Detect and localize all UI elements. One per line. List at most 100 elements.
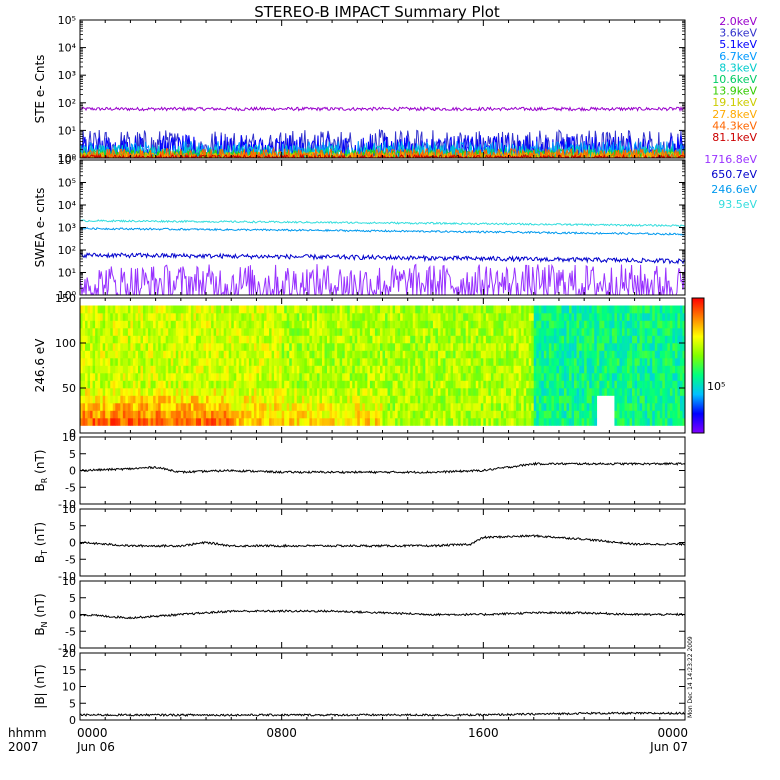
heatmap-cell — [594, 418, 598, 426]
heatmap-cell — [387, 380, 391, 389]
heatmap-cell — [122, 305, 126, 314]
heatmap-cell — [448, 365, 451, 374]
heatmap-cell — [261, 313, 265, 321]
heatmap-cell — [639, 380, 643, 389]
heatmap-cell — [558, 313, 562, 321]
heatmap-cell — [158, 418, 161, 426]
heatmap-cell — [178, 320, 182, 329]
heatmap-cell — [679, 320, 683, 329]
heatmap-cell — [473, 410, 477, 419]
heatmap-cell — [334, 395, 338, 404]
heatmap-cell — [659, 305, 663, 314]
heatmap-cell — [248, 395, 252, 404]
heatmap-cell — [682, 418, 686, 426]
heatmap-cell — [579, 365, 582, 374]
heatmap-cell — [455, 343, 459, 351]
heatmap-cell — [558, 335, 562, 344]
heatmap-cell — [425, 313, 429, 321]
heatmap-cell — [140, 395, 144, 404]
heatmap-cell — [538, 418, 542, 426]
heatmap-cell — [143, 335, 146, 344]
heatmap-cell — [417, 305, 421, 314]
heatmap-cell — [329, 403, 333, 411]
heatmap-cell — [226, 320, 230, 329]
heatmap-cell — [379, 395, 383, 404]
heatmap-cell — [352, 358, 356, 366]
heatmap-cell — [246, 358, 250, 366]
heatmap-cell — [571, 320, 575, 329]
heatmap-cell — [276, 410, 280, 419]
heatmap-cell — [619, 410, 623, 419]
heatmap-cell — [498, 380, 502, 389]
heatmap-cell — [422, 343, 426, 351]
heatmap-cell — [216, 350, 219, 359]
heatmap-cell — [246, 388, 250, 396]
heatmap-cell — [291, 350, 295, 359]
heatmap-cell — [584, 313, 587, 321]
heatmap-cell — [286, 335, 290, 344]
heatmap-cell — [679, 418, 683, 426]
heatmap-cell — [190, 335, 194, 344]
heatmap-cell — [213, 313, 217, 321]
heatmap-cell — [364, 395, 368, 404]
heatmap-cell — [390, 403, 393, 411]
heatmap-cell — [201, 358, 204, 366]
heatmap-cell — [163, 365, 167, 374]
heatmap-cell — [410, 418, 414, 426]
heatmap-cell — [82, 403, 86, 411]
heatmap-cell — [183, 343, 187, 351]
heatmap-cell — [654, 410, 658, 419]
heatmap-cell — [150, 380, 154, 389]
heatmap-cell — [385, 380, 388, 389]
heatmap-cell — [410, 320, 414, 329]
heatmap-cell — [132, 313, 136, 321]
heatmap-cell — [140, 350, 144, 359]
heatmap-cell — [531, 320, 535, 329]
heatmap-cell — [137, 418, 141, 426]
heatmap-cell — [669, 343, 673, 351]
heatmap-cell — [513, 418, 517, 426]
heatmap-cell — [662, 380, 666, 389]
heatmap-cell — [564, 373, 567, 381]
heatmap-cell — [367, 380, 371, 389]
heatmap-cell — [127, 373, 131, 381]
heatmap-cell — [289, 305, 293, 314]
heatmap-cell — [647, 343, 651, 351]
heatmap-cell — [276, 365, 280, 374]
heatmap-cell — [601, 335, 605, 344]
panel-frame — [79, 436, 686, 505]
heatmap-cell — [475, 335, 479, 344]
heatmap-cell — [422, 320, 426, 329]
heatmap-cell — [473, 350, 477, 359]
heatmap-cell — [397, 343, 401, 351]
heatmap-cell — [417, 358, 421, 366]
heatmap-cell — [311, 373, 315, 381]
heatmap-cell — [117, 395, 121, 404]
y-tick-label: 0 — [69, 609, 76, 622]
heatmap-cell — [654, 395, 658, 404]
heatmap-cell — [586, 358, 590, 366]
heatmap-cell — [564, 403, 567, 411]
heatmap-cell — [528, 418, 532, 426]
heatmap-cell — [223, 335, 227, 344]
heatmap-cell — [621, 373, 625, 381]
heatmap-cell — [105, 305, 109, 314]
heatmap-cell — [531, 410, 535, 419]
heatmap-cell — [236, 388, 240, 396]
heatmap-cell — [390, 313, 393, 321]
heatmap-cell — [448, 373, 451, 381]
heatmap-cell — [543, 365, 547, 374]
heatmap-cell — [566, 365, 570, 374]
y-tick-label: 150 — [55, 292, 76, 305]
heatmap-cell — [248, 358, 252, 366]
heatmap-cell — [616, 350, 620, 359]
heatmap-cell — [478, 410, 482, 419]
heatmap-cell — [468, 320, 472, 329]
heatmap-cell — [453, 380, 456, 389]
heatmap-cell — [183, 335, 187, 344]
heatmap-cell — [327, 418, 330, 426]
heatmap-cell — [309, 403, 313, 411]
heatmap-cell — [329, 350, 333, 359]
heatmap-cell — [296, 305, 300, 314]
heatmap-cell — [579, 418, 582, 426]
